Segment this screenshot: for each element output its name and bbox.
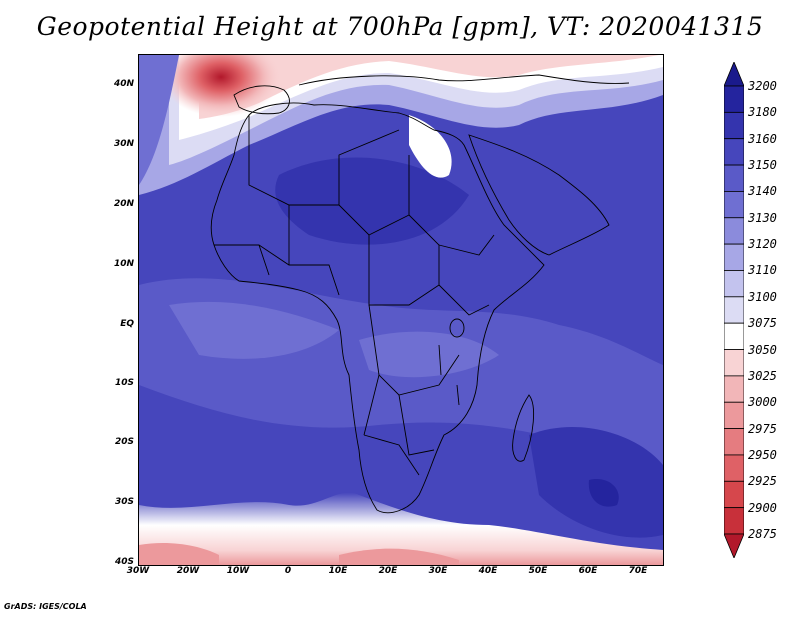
field-north-pink (199, 55, 659, 119)
field-band-b (169, 301, 339, 359)
colorbar-box (724, 428, 744, 456)
lat-label: 40N (113, 79, 134, 89)
map-panel (138, 54, 664, 566)
lat-label: 10S (114, 378, 134, 388)
colorbar-label: 2975 (748, 421, 777, 436)
border-c (368, 214, 440, 306)
border-f (363, 374, 435, 456)
field-band-c (359, 331, 499, 378)
colorbar-box (724, 111, 744, 140)
colorbar-label: 3160 (748, 131, 777, 146)
colorbar-top-arrow (724, 62, 744, 87)
lat-label: 20S (114, 437, 134, 447)
lat-label: 40S (114, 557, 134, 567)
colorbar-label: 3140 (748, 184, 777, 199)
field-dark-a (275, 157, 469, 245)
colorbar-box (724, 507, 744, 535)
lake-victoria (449, 318, 465, 338)
colorbar-bottom-arrow (724, 533, 744, 558)
colorbar-box (724, 454, 744, 482)
madagascar (512, 394, 534, 462)
colorbar-box (724, 243, 744, 271)
colorbar-label: 3025 (748, 368, 777, 383)
lon-label: 70E (628, 566, 648, 576)
iberia (233, 85, 290, 115)
lon-label: 30E (428, 566, 448, 576)
lon-label: 10E (328, 566, 348, 576)
lon-label: 20E (378, 566, 398, 576)
lat-label: 10N (113, 259, 134, 269)
lon-label: 30W (126, 566, 150, 576)
lakes (438, 318, 465, 406)
colorbar-box (724, 85, 744, 113)
lon-label: 20W (176, 566, 200, 576)
colorbar-box (724, 322, 744, 350)
field-west-edge (139, 55, 179, 185)
lat-label: 20N (113, 199, 134, 209)
colorbar-box (724, 270, 744, 298)
lon-label: 10W (226, 566, 250, 576)
colorbar-label: 2875 (748, 527, 777, 541)
lon-label: 40E (478, 566, 498, 576)
field-egypt-ridge (409, 115, 452, 178)
field-dark-c (588, 479, 619, 507)
colorbar-label: 3180 (748, 105, 777, 120)
lake-tanganyika (438, 344, 442, 376)
height-field (139, 55, 663, 565)
colorbar-box (724, 480, 744, 509)
colorbar-label: 3050 (748, 342, 777, 357)
colorbar-label: 2900 (748, 500, 777, 515)
colorbar-box (724, 138, 744, 166)
colorbar-label: 2925 (748, 474, 777, 489)
border-d (438, 234, 495, 316)
border-h (214, 244, 340, 296)
colorbar-box (724, 296, 744, 324)
colorbar-label: 3120 (748, 237, 777, 252)
colorbar-label: 3110 (748, 263, 777, 278)
map-title: Geopotential Height at 700hPa [gpm], VT:… (36, 12, 764, 41)
colorbar: 3200 3180 3160 3150 3140 3130 3120 3110 3100 3075… (724, 62, 794, 558)
colorbar-swatches (724, 62, 744, 558)
colorbar-box (724, 217, 744, 245)
lat-label: EQ (120, 319, 134, 329)
colorbar-label: 3100 (748, 289, 777, 304)
colorbar-label: 3200 (748, 79, 777, 93)
field-south-pink (339, 548, 459, 565)
colorbar-box (724, 191, 744, 219)
field-iberia-low (161, 55, 281, 117)
border-g (363, 434, 420, 476)
field-southwest-pink (139, 543, 219, 565)
africa-coast (210, 102, 545, 514)
lat-label: 30N (113, 139, 134, 149)
colorbar-label: 3000 (748, 395, 777, 410)
colorbar-label: 3150 (748, 158, 777, 173)
lat-label: 30S (114, 497, 134, 507)
arabia (468, 134, 610, 256)
colorbar-label: 3075 (748, 316, 777, 331)
coastlines (210, 74, 630, 514)
lake-malawi (456, 384, 460, 406)
field-south-band (139, 492, 663, 565)
border-a (248, 115, 400, 206)
colorbar-box (724, 375, 744, 403)
europe-coast (298, 74, 630, 86)
lon-label: 60E (578, 566, 598, 576)
colorbar-box (724, 349, 744, 377)
colorbar-label: 3130 (748, 210, 777, 225)
lon-label: 0 (284, 566, 292, 576)
lon-label: 50E (528, 566, 548, 576)
colorbar-box (724, 164, 744, 192)
colorbar-label: 2950 (748, 447, 777, 462)
footer-credit: GrADS: IGES/COLA (4, 602, 87, 611)
border-b (288, 155, 410, 265)
colorbar-box (724, 401, 744, 429)
